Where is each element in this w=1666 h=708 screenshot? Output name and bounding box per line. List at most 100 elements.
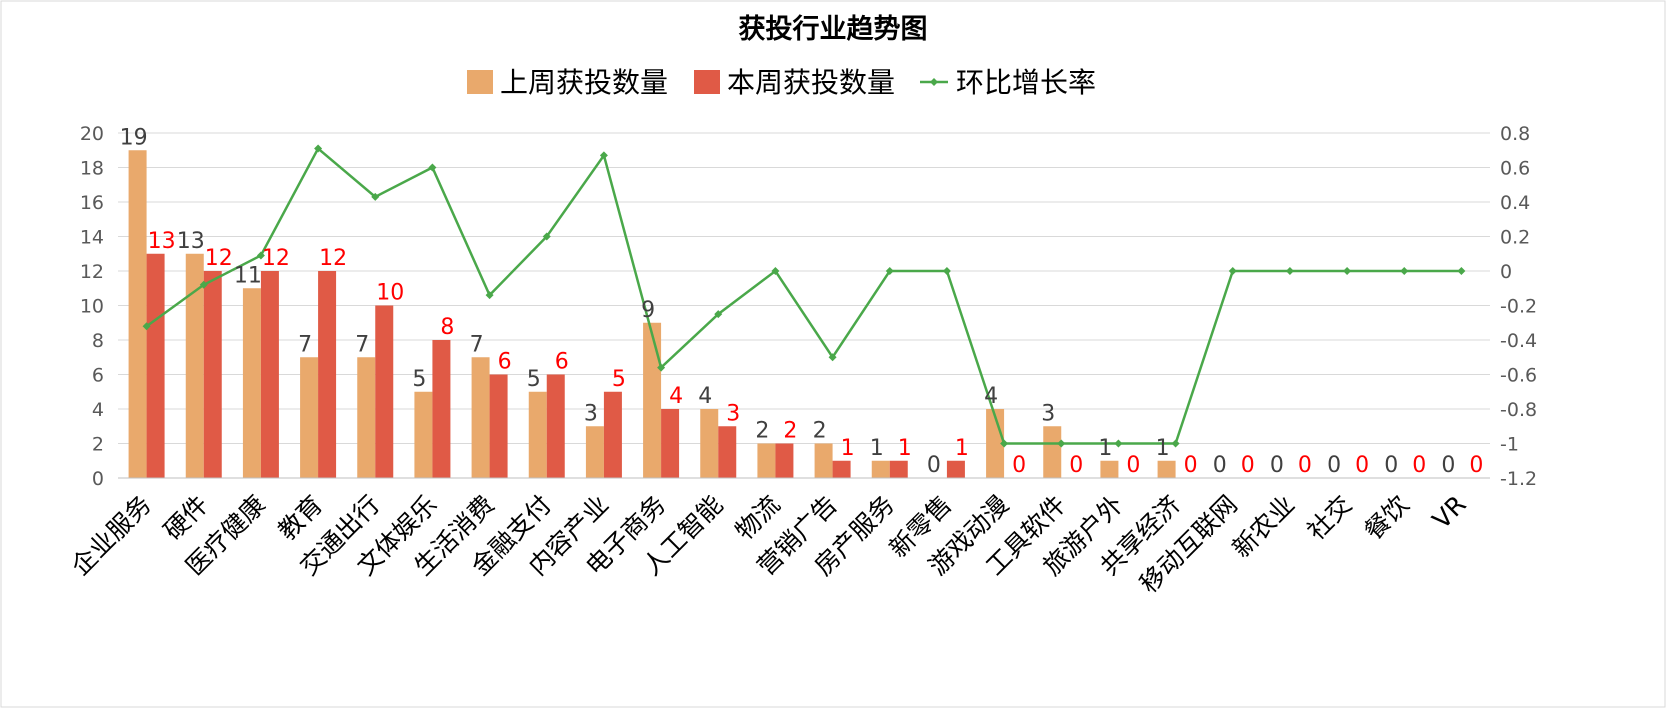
growth-point [599,151,608,160]
bar-this-week [718,426,737,478]
growth-point [1343,267,1352,275]
growth-line [142,144,1466,448]
data-label-this-week: 0 [1355,453,1369,478]
y2-tick-label: -0.6 [1500,365,1537,387]
y-tick-label: 6 [92,365,104,387]
data-label-last-week: 0 [1441,453,1455,478]
bar-last-week [185,253,204,478]
y2-tick-label: 0.8 [1500,123,1530,145]
bar-last-week [1100,460,1119,478]
bar-this-week [146,253,165,478]
y-tick-label: 10 [80,296,104,318]
data-label-last-week: 7 [298,332,312,357]
bar-this-week [432,340,451,478]
data-label-last-week: 0 [1384,453,1398,478]
data-label-this-week: 0 [1012,453,1026,478]
growth-point [771,267,780,275]
bar-last-week [585,426,604,478]
y-tick-label: 8 [92,330,104,352]
bar-this-week [603,391,622,478]
bar-last-week [871,460,890,478]
bar-this-week [889,460,908,478]
bar-last-week [128,150,147,478]
data-label-this-week: 0 [1412,453,1426,478]
data-label-last-week: 7 [355,332,369,357]
data-label-last-week: 5 [527,367,541,392]
data-label-this-week: 0 [1184,453,1198,478]
growth-line-path [145,146,1462,445]
bar-this-week [832,460,851,478]
growth-point [1057,439,1066,448]
growth-point [1457,267,1466,275]
data-label-last-week: 0 [1213,453,1227,478]
growth-point [657,363,666,372]
growth-point [1228,267,1237,275]
bar-last-week [471,357,490,478]
bar-last-week [414,391,433,478]
data-label-this-week: 10 [376,281,404,306]
data-label-this-week: 5 [612,367,626,392]
data-label-this-week: 12 [319,246,347,271]
bar-this-week [661,409,680,478]
legend-label-last-week: 上周获投数量 [500,66,668,99]
bar-last-week [700,409,719,478]
growth-point [199,280,208,289]
data-label-this-week: 8 [440,315,454,340]
bar-this-week [775,443,794,478]
data-label-last-week: 19 [120,125,148,150]
data-label-last-week: 1 [1098,436,1112,461]
data-label-last-week: 9 [641,298,655,323]
y2-tick-label: -0.2 [1500,296,1537,318]
legend-swatch-this-week [694,70,720,94]
bars [128,150,1176,478]
y2-tick-label: -0.8 [1500,399,1537,421]
y2-tick-label: 0.4 [1500,192,1530,214]
y2-tick-label: -0.4 [1500,330,1537,352]
y-tick-label: 20 [80,123,104,145]
y-tick-label: 16 [80,192,104,214]
legend-swatch-last-week [467,70,493,94]
data-label-last-week: 2 [755,419,769,444]
data-label-last-week: 0 [1327,453,1341,478]
bar-this-week [260,271,279,478]
data-label-last-week: 4 [698,384,712,409]
bar-last-week [357,357,376,478]
data-label-this-week: 4 [669,384,683,409]
y2-tick-label: 0.2 [1500,227,1530,249]
y2-tick-label: -1.2 [1500,468,1537,490]
data-label-last-week: 1 [1156,436,1170,461]
data-label-last-week: 3 [1041,401,1055,426]
data-label-last-week: 1 [870,436,884,461]
data-label-this-week: 1 [841,436,855,461]
legend-label-this-week: 本周获投数量 [727,66,895,99]
chart-title: 获投行业趋势图 [739,13,928,45]
y2-tick-label: 0.6 [1500,158,1530,180]
bar-last-week [757,443,776,478]
growth-point [1285,267,1294,275]
bar-this-week [489,374,508,478]
data-label-last-week: 11 [234,263,262,288]
bar-last-week [1043,426,1062,478]
bar-last-week [242,288,261,478]
y-tick-label: 0 [92,468,104,490]
growth-point [1114,439,1123,448]
legend: 上周获投数量 本周获投数量 环比增长率 [467,66,1096,99]
bar-this-week [203,271,222,478]
growth-point [885,267,894,275]
y-tick-label: 2 [92,434,104,456]
data-label-this-week: 12 [205,246,233,271]
bar-this-week [318,271,337,478]
data-label-this-week: 6 [498,350,512,375]
growth-point [942,267,951,275]
growth-point [371,192,380,201]
data-label-this-week: 0 [1126,453,1140,478]
growth-point [542,232,551,241]
data-label-this-week: 1 [955,436,969,461]
data-label-this-week: 0 [1069,453,1083,478]
growth-point [314,144,323,153]
y-tick-label: 4 [92,399,104,421]
y-tick-label: 18 [80,158,104,180]
data-label-this-week: 0 [1469,453,1483,478]
